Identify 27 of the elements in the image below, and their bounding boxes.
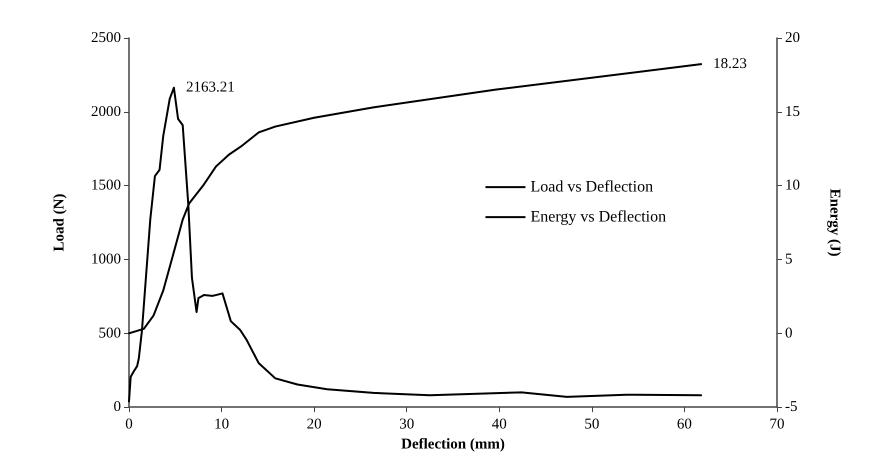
y2-axis-title: Energy (J) bbox=[826, 188, 842, 257]
x-tick-label: 20 bbox=[306, 416, 322, 433]
x-axis-title: Deflection (mm) bbox=[401, 436, 505, 452]
x-tick-label: 10 bbox=[214, 416, 230, 433]
y-tick-label: 0 bbox=[114, 399, 121, 416]
y2-tick-label: -5 bbox=[785, 399, 798, 416]
legend-label: Load vs Deflection bbox=[530, 178, 654, 196]
y2-tick-label: 10 bbox=[785, 178, 800, 194]
data-label: 2163.21 bbox=[186, 80, 235, 96]
x-tick-label: 0 bbox=[125, 416, 133, 433]
y2-tick-label: 15 bbox=[785, 104, 800, 120]
x-tick-label: 40 bbox=[492, 416, 507, 433]
x-tick-label: 30 bbox=[399, 416, 414, 433]
y-tick-label: 2000 bbox=[91, 104, 121, 120]
y-tick-label: 1500 bbox=[91, 178, 121, 194]
y2-tick-label: 20 bbox=[785, 30, 800, 46]
y2-tick-label: 5 bbox=[785, 251, 792, 268]
y-tick-label: 2500 bbox=[91, 30, 121, 46]
x-tick-label: 50 bbox=[584, 416, 600, 433]
legend-label: Energy vs Deflection bbox=[530, 208, 666, 226]
y-tick-label: 1000 bbox=[91, 251, 121, 268]
x-tick-label: 70 bbox=[770, 416, 784, 433]
y-axis-title: Load (N) bbox=[52, 194, 68, 252]
y-tick-label: 500 bbox=[98, 325, 121, 342]
data-label: 18.23 bbox=[713, 56, 747, 72]
x-tick-label: 60 bbox=[676, 416, 692, 433]
y2-tick-label: 0 bbox=[785, 325, 792, 342]
